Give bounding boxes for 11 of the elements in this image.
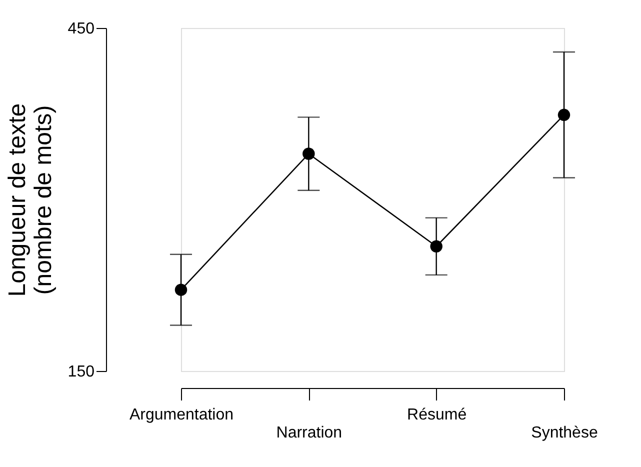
point (430, 240, 442, 252)
x-tick-label: Synthèse (531, 424, 598, 442)
point (174, 284, 188, 296)
y-tick-label: 150 (68, 364, 95, 380)
x-tick-label: Narration (276, 424, 342, 442)
x-tick-label: Argumentation (129, 406, 234, 424)
x-tick-label: Résumé (407, 406, 467, 424)
point (302, 148, 315, 160)
y-tick-label: 450 (68, 20, 95, 38)
point (558, 108, 570, 122)
y-axis-title: Longueur de texte (nombre de mots) (4, 103, 57, 297)
